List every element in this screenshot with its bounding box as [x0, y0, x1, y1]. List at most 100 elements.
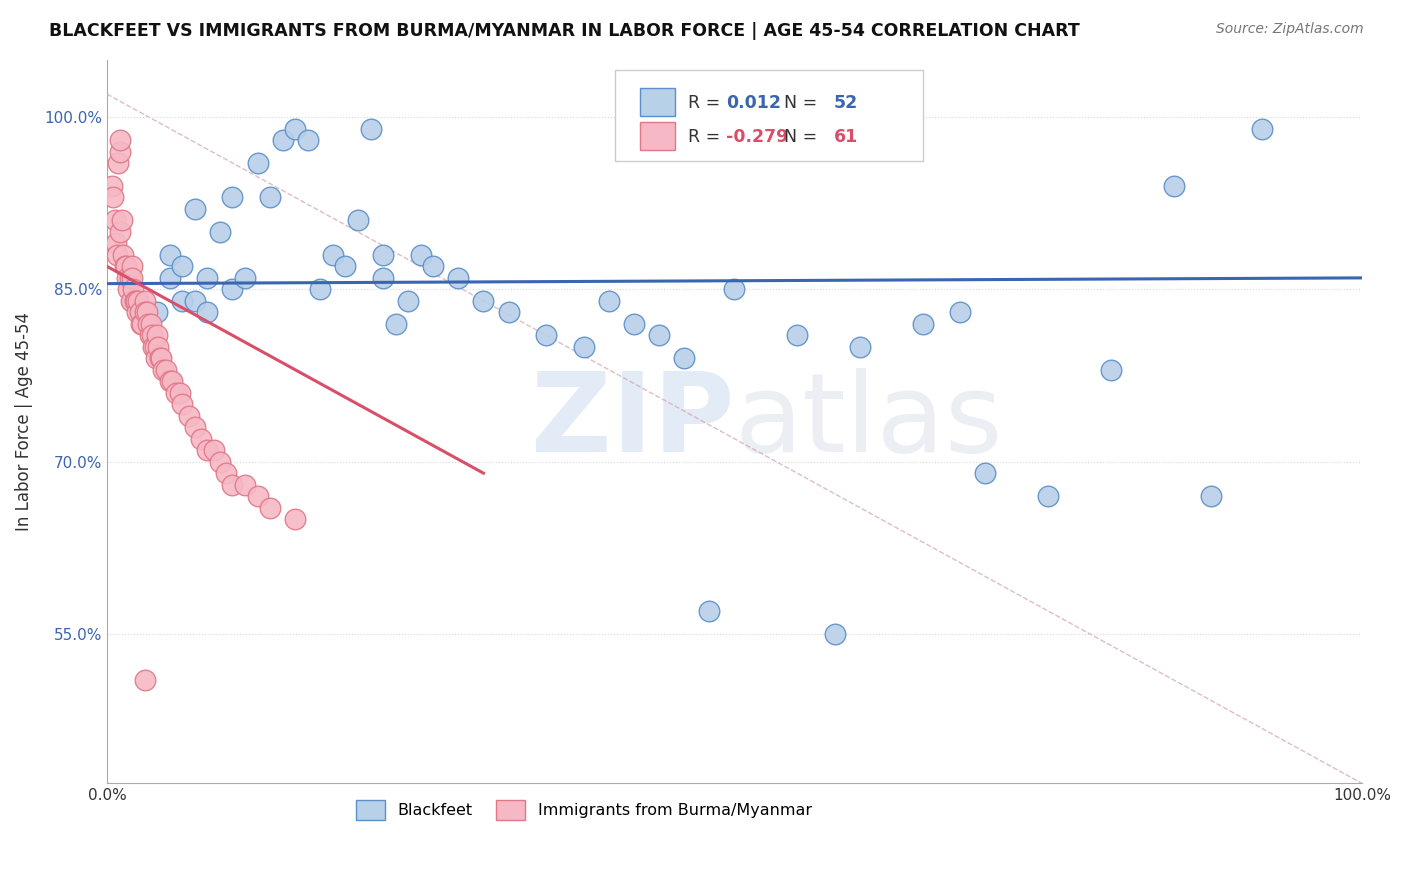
Point — [648, 328, 671, 343]
Point — [195, 305, 218, 319]
Point — [101, 178, 124, 193]
Point — [138, 328, 160, 343]
Point — [974, 466, 997, 480]
Point — [498, 305, 520, 319]
Text: 0.012: 0.012 — [725, 94, 780, 112]
Point — [159, 374, 181, 388]
Text: atlas: atlas — [734, 368, 1002, 475]
Text: 52: 52 — [834, 94, 858, 112]
Text: R =: R = — [688, 128, 725, 146]
Point — [1201, 489, 1223, 503]
Point — [108, 133, 131, 147]
Point — [134, 305, 156, 319]
Point — [396, 293, 419, 308]
Point — [195, 443, 218, 458]
Point — [117, 282, 139, 296]
Point — [347, 213, 370, 227]
Point — [105, 248, 128, 262]
Point — [271, 133, 294, 147]
Point — [112, 248, 135, 262]
Point — [121, 293, 143, 308]
FancyBboxPatch shape — [640, 122, 675, 150]
Point — [138, 317, 160, 331]
Point — [849, 340, 872, 354]
Legend: Blackfeet, Immigrants from Burma/Myanmar: Blackfeet, Immigrants from Burma/Myanmar — [349, 794, 818, 826]
Point — [233, 271, 256, 285]
Point — [786, 328, 808, 343]
Point — [145, 351, 167, 366]
Text: N =: N = — [773, 128, 823, 146]
Point — [115, 271, 138, 285]
Point — [221, 282, 243, 296]
Point — [172, 293, 194, 308]
Point — [114, 260, 136, 274]
Point — [155, 363, 177, 377]
Point — [127, 305, 149, 319]
Point — [824, 627, 846, 641]
Point — [208, 455, 231, 469]
Point — [472, 293, 495, 308]
Point — [190, 432, 212, 446]
Point — [136, 305, 159, 319]
Text: 61: 61 — [834, 128, 858, 146]
Point — [128, 305, 150, 319]
Point — [118, 271, 141, 285]
Point — [146, 328, 169, 343]
Point — [148, 340, 170, 354]
Point — [160, 374, 183, 388]
Point — [309, 282, 332, 296]
Point — [165, 385, 187, 400]
Point — [143, 340, 166, 354]
Text: R =: R = — [688, 94, 725, 112]
Point — [447, 271, 470, 285]
Point — [134, 293, 156, 308]
Point — [169, 385, 191, 400]
Point — [246, 156, 269, 170]
Point — [103, 190, 125, 204]
Point — [1250, 121, 1272, 136]
Point — [259, 190, 281, 204]
Point — [911, 317, 934, 331]
Point — [120, 293, 142, 308]
Point — [215, 466, 238, 480]
Point — [141, 328, 163, 343]
Point — [335, 260, 357, 274]
Point — [284, 512, 307, 526]
Point — [149, 351, 172, 366]
Point — [371, 248, 394, 262]
Point — [699, 604, 721, 618]
Point — [233, 477, 256, 491]
Point — [723, 282, 745, 296]
Point — [202, 443, 225, 458]
Point — [108, 145, 131, 159]
Point — [134, 673, 156, 687]
Point — [124, 293, 146, 308]
Point — [159, 248, 181, 262]
Point — [623, 317, 645, 331]
Point — [131, 317, 153, 331]
Point — [949, 305, 972, 319]
Point — [536, 328, 558, 343]
Point — [104, 236, 127, 251]
Point — [159, 271, 181, 285]
Point — [139, 317, 162, 331]
Text: Source: ZipAtlas.com: Source: ZipAtlas.com — [1216, 22, 1364, 37]
Point — [371, 271, 394, 285]
FancyBboxPatch shape — [640, 88, 675, 116]
Point — [172, 260, 194, 274]
Point — [1099, 363, 1122, 377]
Point — [1038, 489, 1060, 503]
Point — [172, 397, 194, 411]
Text: BLACKFEET VS IMMIGRANTS FROM BURMA/MYANMAR IN LABOR FORCE | AGE 45-54 CORRELATIO: BLACKFEET VS IMMIGRANTS FROM BURMA/MYANM… — [49, 22, 1080, 40]
Point — [125, 293, 148, 308]
Text: -0.279: -0.279 — [725, 128, 787, 146]
Point — [259, 500, 281, 515]
Point — [208, 225, 231, 239]
Point — [114, 260, 136, 274]
Point — [127, 293, 149, 308]
Point — [107, 156, 129, 170]
Point — [121, 271, 143, 285]
Point — [184, 202, 207, 216]
Point — [149, 351, 172, 366]
Point — [152, 363, 174, 377]
